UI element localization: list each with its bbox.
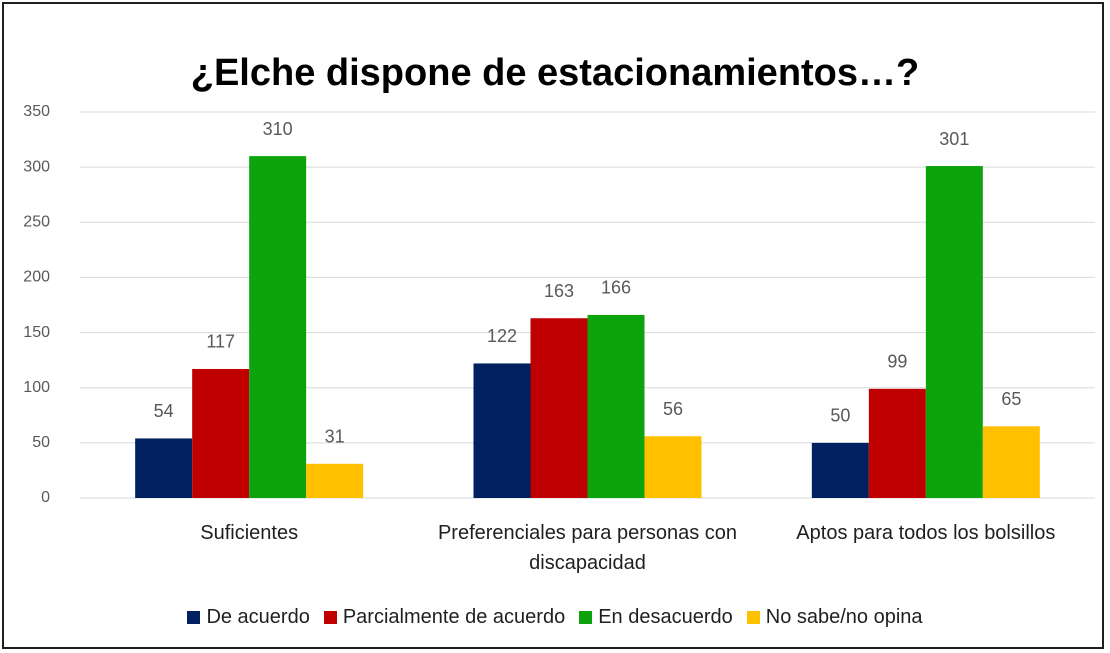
bar xyxy=(982,426,1040,498)
legend-swatch xyxy=(579,611,593,624)
legend-item: En desacuerdo xyxy=(579,606,733,629)
legend-swatch xyxy=(323,611,337,624)
y-tick-label: 200 xyxy=(23,269,50,286)
data-label: 50 xyxy=(830,406,850,426)
y-tick-label: 300 xyxy=(23,158,50,175)
chart-title: ¿Elche dispone de estacionamientos…? xyxy=(191,52,920,94)
x-tick-label: Preferenciales para personas con discapa… xyxy=(437,522,738,574)
y-tick-label: 350 xyxy=(23,103,50,120)
bar xyxy=(811,442,869,498)
legend-item: Parcialmente de acuerdo xyxy=(323,606,566,629)
bar xyxy=(644,436,702,498)
bar xyxy=(473,363,531,498)
bar xyxy=(530,318,588,498)
legend-label: En desacuerdo xyxy=(598,606,733,628)
data-label: 117 xyxy=(206,332,235,352)
data-label: 310 xyxy=(263,119,293,139)
legend-label: Parcialmente de acuerdo xyxy=(342,606,566,628)
data-label: 56 xyxy=(663,399,683,419)
legend-swatch xyxy=(187,611,201,624)
bar xyxy=(135,438,193,498)
legend-item: No sabe/no opina xyxy=(746,606,923,629)
data-label: 99 xyxy=(887,352,907,372)
bar xyxy=(868,388,926,498)
bar xyxy=(587,314,645,498)
data-label: 166 xyxy=(601,278,631,298)
x-tick-label: Suficientes xyxy=(200,522,299,544)
legend-item: De acuerdo xyxy=(187,606,310,629)
bar xyxy=(249,156,307,498)
y-tick-label: 100 xyxy=(23,379,50,396)
legend-label: No sabe/no opina xyxy=(765,606,923,628)
bar xyxy=(925,166,983,499)
legend-swatch xyxy=(746,611,760,624)
legend: De acuerdo Parcialmente de acuerdo En desa… xyxy=(0,606,1110,629)
data-label: 301 xyxy=(939,129,969,149)
y-tick-label: 50 xyxy=(32,434,50,451)
data-label: 54 xyxy=(154,401,174,421)
x-tick-label: Aptos para todos los bolsillos xyxy=(796,522,1056,544)
bar xyxy=(192,368,250,498)
y-tick-label: 250 xyxy=(23,214,50,231)
data-label: 31 xyxy=(325,427,345,447)
legend-label: De acuerdo xyxy=(206,606,310,628)
data-label: 163 xyxy=(544,281,574,301)
bar xyxy=(306,463,364,498)
data-label: 122 xyxy=(487,326,517,346)
y-tick-label: 0 xyxy=(41,489,50,506)
data-label: 65 xyxy=(1001,389,1021,409)
y-tick-label: 150 xyxy=(23,324,50,341)
